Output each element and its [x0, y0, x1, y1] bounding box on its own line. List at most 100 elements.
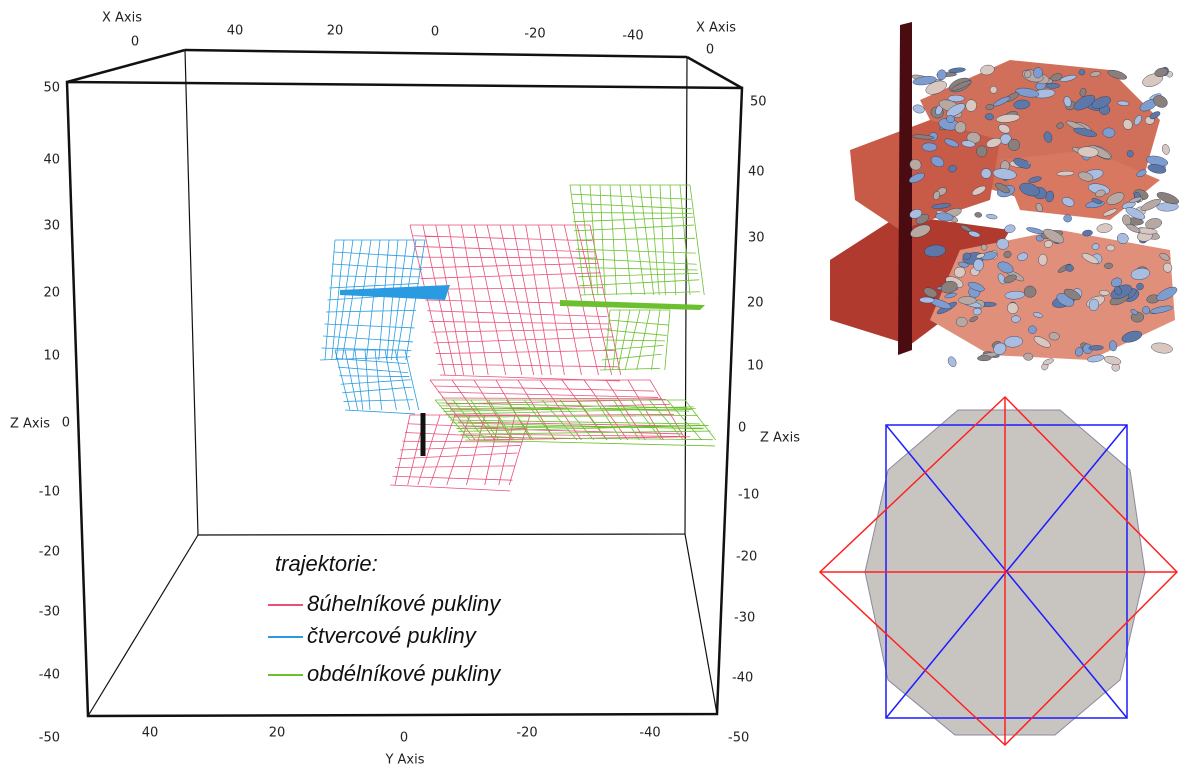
fracture-ellipse [946, 103, 966, 117]
fracture-ellipse [1116, 232, 1129, 244]
tick-label: 20 [269, 726, 286, 741]
fracture-ellipse [1063, 288, 1081, 301]
fracture-ellipse [1102, 127, 1116, 138]
fracture-ellipse [995, 113, 1020, 123]
fracture-ellipse [980, 244, 988, 251]
fracture-ellipse [1109, 340, 1118, 352]
fracture-ellipse [1162, 144, 1170, 155]
fracture-ellipse [1038, 253, 1048, 266]
fracture-ellipse [1056, 122, 1064, 129]
tick-label: 40 [748, 165, 765, 180]
tick-label: -10 [738, 488, 759, 503]
fracture-ellipse [921, 142, 938, 152]
fracture-ellipse [993, 342, 1007, 355]
fracture-ellipse [1149, 305, 1173, 314]
fracture-ellipse [933, 191, 941, 200]
fracture-ellipse [1045, 82, 1061, 89]
axis-title: X Axis [696, 21, 736, 36]
fracture-ellipse [944, 138, 959, 148]
tick-label: -40 [622, 29, 643, 44]
fracture-ellipse [947, 94, 965, 102]
tick-label: 10 [43, 349, 60, 364]
legend-label: 8úhelníkové pukliny [307, 591, 502, 616]
fracture-ellipse [912, 104, 925, 114]
fracture-ellipse [1063, 96, 1072, 108]
fracture-ellipse [951, 80, 972, 91]
tick-label: 20 [747, 296, 764, 311]
fracture-ellipse [1106, 244, 1116, 252]
fracture-ellipse [910, 224, 931, 238]
fracture-ellipse [1130, 267, 1151, 280]
tick-label: -10 [39, 485, 60, 500]
trajectory-mesh [434, 399, 717, 447]
fracture-ellipse [1003, 250, 1012, 259]
fracture-ellipse [923, 287, 938, 298]
fracture-ellipse [948, 67, 966, 73]
fracture-ellipse [1048, 332, 1060, 341]
trajectory-mesh [319, 239, 426, 361]
fracture-ellipse [1017, 252, 1028, 261]
fracture-ellipse [976, 253, 985, 259]
fracture-ellipse [1159, 253, 1170, 261]
fracture-ellipse [1033, 312, 1043, 318]
tick-label: 30 [748, 231, 765, 246]
fracture-ellipse [1102, 208, 1118, 217]
fracture-ellipse [1077, 146, 1099, 158]
fracture-ellipse [1136, 282, 1144, 291]
tick-label: -40 [732, 671, 753, 686]
tick-label: 50 [750, 95, 767, 110]
tick-label: 20 [43, 286, 60, 301]
fracture-ellipse [1088, 298, 1099, 312]
fracture-ellipse [919, 296, 935, 304]
fracture-ellipse [1056, 170, 1075, 177]
fracture-ellipse [931, 203, 952, 209]
fracture-ellipse [960, 224, 972, 232]
fracture-ellipse [973, 258, 984, 272]
tick-label: -40 [39, 668, 60, 683]
fracture-ellipse [958, 296, 977, 305]
fracture-ellipse [1129, 196, 1143, 203]
fracture-ellipse [936, 69, 947, 81]
fracture-ellipse [924, 244, 946, 257]
fracture-ellipse [1114, 286, 1122, 296]
trajectory-mesh [409, 224, 622, 382]
fracture-ellipse [1125, 207, 1146, 220]
axis-title: X Axis [102, 11, 142, 26]
fracture-ellipse [909, 159, 922, 171]
fracture-ellipse [935, 212, 954, 222]
axis-title: Z Axis [10, 417, 50, 432]
fracture-ellipse [1073, 127, 1097, 137]
fracture-ellipse [1117, 100, 1130, 106]
trajectory-band [340, 285, 450, 300]
fracture-ellipse [1095, 189, 1106, 198]
fracture-ellipse [1028, 325, 1037, 334]
fracture-ellipse [1013, 158, 1031, 169]
fracture-ellipse [961, 140, 976, 148]
fracture-ellipse [1142, 73, 1163, 87]
fracture-ellipse [989, 86, 998, 94]
fracture-ellipse [1089, 71, 1101, 77]
fracture-ellipse [1015, 87, 1040, 98]
legend-label: čtvercové pukliny [307, 623, 478, 648]
fracture-ellipse [1043, 131, 1053, 143]
fracture-ellipse [1013, 99, 1031, 110]
tick-label: -30 [734, 611, 755, 626]
tick-label: 30 [43, 219, 60, 234]
fracture-ellipse [984, 113, 994, 121]
fracture-ellipse [930, 156, 945, 168]
fracture-ellipse [1130, 309, 1138, 315]
fracture-ellipse [1154, 67, 1169, 77]
fracture-ellipse [909, 209, 923, 219]
axis-title: Y Axis [384, 753, 424, 767]
fracture-ellipse [1096, 223, 1113, 233]
fracture-ellipse [1004, 224, 1016, 234]
fracture-ellipse [962, 252, 972, 260]
fracture-ellipse [1134, 115, 1142, 126]
fracture-ellipse [1024, 70, 1032, 79]
fracture-ellipse [1153, 95, 1168, 108]
fracture-ellipse [1088, 345, 1104, 351]
tick-label: 0 [131, 35, 139, 50]
fracture-ellipse [1011, 315, 1021, 323]
tick-label: 0 [738, 421, 746, 436]
fracture-ellipse [997, 261, 1014, 274]
